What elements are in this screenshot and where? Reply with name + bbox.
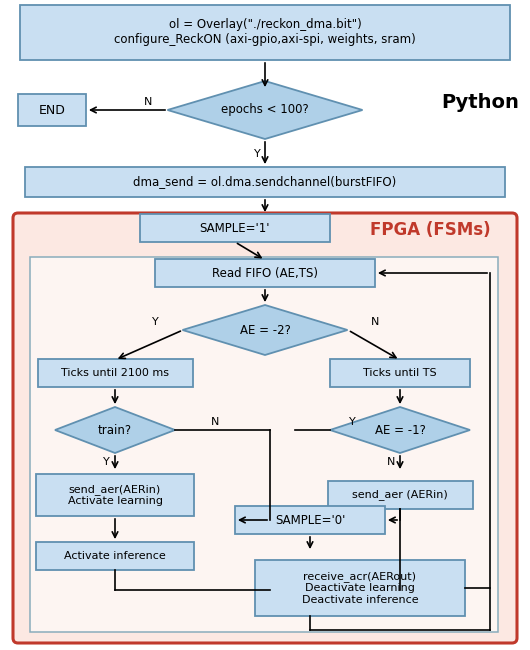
Polygon shape — [167, 81, 363, 139]
Text: Python: Python — [441, 92, 519, 112]
Text: SAMPLE='0': SAMPLE='0' — [275, 514, 345, 526]
Text: receive_acr(AERout)
Deactivate learning
Deactivate inference: receive_acr(AERout) Deactivate learning … — [302, 571, 418, 605]
FancyBboxPatch shape — [235, 506, 385, 534]
Text: AE = -2?: AE = -2? — [240, 324, 290, 337]
FancyBboxPatch shape — [36, 474, 194, 516]
Text: Y: Y — [152, 317, 158, 327]
FancyBboxPatch shape — [30, 257, 498, 632]
FancyBboxPatch shape — [140, 214, 330, 242]
Text: Activate inference: Activate inference — [64, 551, 166, 561]
FancyBboxPatch shape — [20, 5, 510, 60]
Polygon shape — [182, 305, 348, 355]
FancyBboxPatch shape — [36, 542, 194, 570]
FancyBboxPatch shape — [25, 167, 505, 197]
FancyBboxPatch shape — [330, 359, 470, 387]
Text: Y: Y — [103, 457, 109, 467]
Text: AE = -1?: AE = -1? — [375, 424, 426, 437]
Text: train?: train? — [98, 424, 132, 437]
Polygon shape — [330, 407, 470, 453]
Text: ol = Overlay("./reckon_dma.bit")
configure_ReckON (axi-gpio,axi-spi, weights, sr: ol = Overlay("./reckon_dma.bit") configu… — [114, 18, 416, 46]
Text: Y: Y — [349, 417, 356, 427]
Text: epochs < 100?: epochs < 100? — [221, 103, 309, 116]
Text: FPGA (FSMs): FPGA (FSMs) — [370, 221, 490, 239]
Text: Read FIFO (AE,TS): Read FIFO (AE,TS) — [212, 266, 318, 280]
Text: END: END — [39, 103, 65, 116]
Text: Ticks until 2100 ms: Ticks until 2100 ms — [61, 368, 169, 378]
Text: N: N — [371, 317, 379, 327]
FancyBboxPatch shape — [155, 259, 375, 287]
Text: send_aer (AERin): send_aer (AERin) — [352, 489, 448, 500]
Text: Y: Y — [254, 149, 260, 159]
Text: send_aer(AERin)
Activate learning: send_aer(AERin) Activate learning — [67, 484, 163, 506]
Text: dma_send = ol.dma.sendchannel(burstFIFO): dma_send = ol.dma.sendchannel(burstFIFO) — [134, 176, 396, 188]
Polygon shape — [55, 407, 175, 453]
FancyBboxPatch shape — [38, 359, 192, 387]
FancyBboxPatch shape — [13, 213, 517, 643]
Text: Ticks until TS: Ticks until TS — [363, 368, 437, 378]
Text: N: N — [211, 417, 219, 427]
FancyBboxPatch shape — [255, 560, 465, 616]
FancyBboxPatch shape — [328, 481, 473, 509]
Text: SAMPLE='1': SAMPLE='1' — [200, 222, 270, 235]
FancyBboxPatch shape — [18, 94, 86, 126]
Text: N: N — [387, 457, 395, 467]
Text: N: N — [144, 97, 152, 107]
